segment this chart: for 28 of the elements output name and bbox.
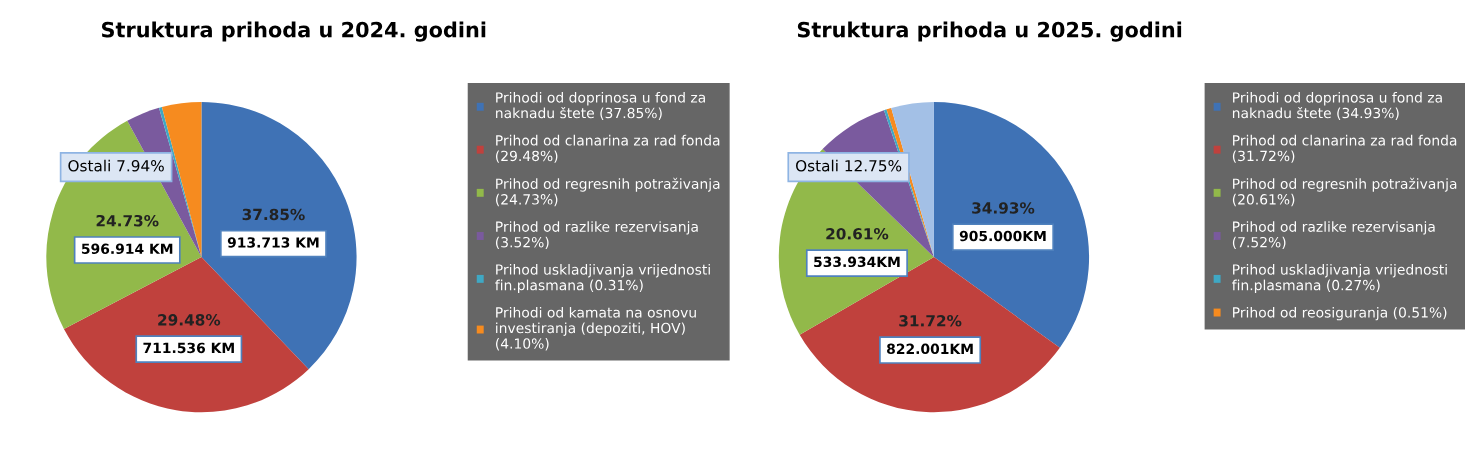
legend-label: Prihodi od kamata na osnovu investiranja (depoziti, HOV) (4.10%) [496,306,696,351]
legend-label: Prihod od regresnih potraživanja (20.61%) [1232,177,1457,207]
text: 596.914 KM [81,243,173,255]
chart-title: Struktura prihoda u 2024. godini [101,21,486,42]
text: 822.001KM [887,343,973,355]
legend-label: Prihod od razlike rezervisanja (3.52%) [496,221,698,250]
data-label: 20.61% [826,228,889,240]
legend-label: Prihod od razlike rezervisanja (7.52%) [1232,221,1435,250]
legend-label: Prihod uskladjivanja vrijednosti fin.plasmana (0.27%) [1232,264,1447,294]
data-label: 31.72% [899,315,962,327]
text: 913.713 KM [227,237,319,248]
text: 905.000KM [959,230,1046,242]
text: Ostali 7.94% [68,159,164,172]
legend-label: Prihodi od doprinosa u fond za naknadu štete (34.93%) [1232,91,1442,120]
chart-title: Struktura prihoda u 2025. godini [797,21,1182,42]
legend-label: Prihodi od doprinosa u fond za naknadu štete (37.85%) [496,91,705,120]
data-label: 37.85% [242,208,305,221]
legend-label: Prihod od clanarina za rad fonda (31.72%) [1232,134,1457,163]
legend-label: Prihod uskladjivanja vrijednosti fin.plasmana (0.31%) [495,264,710,294]
data-label: 29.48% [158,314,221,326]
text: 711.536 KM [143,342,234,354]
text: 533.934KM [814,256,900,268]
text: Ostali 12.75% [796,159,902,172]
legend-label: Prihod od clanarina za rad fonda (29.48%) [496,134,720,163]
legend-label: Prihod od reosiguranja (0.51%) [1233,306,1447,321]
data-label: 34.93% [972,202,1035,214]
data-label: 24.73% [96,214,159,227]
legend-label: Prihod od regresnih potraživanja (24.73%) [496,177,720,207]
